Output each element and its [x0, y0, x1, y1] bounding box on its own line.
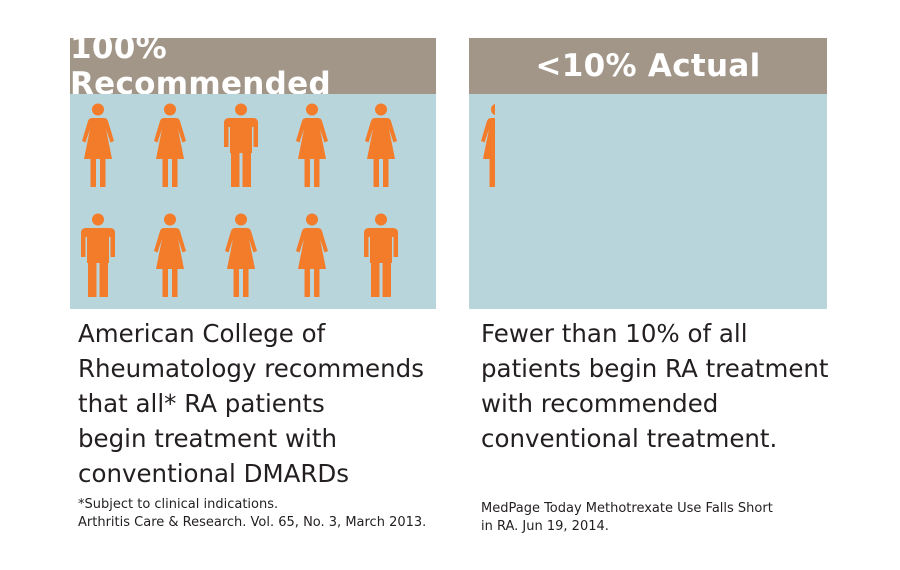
body-line: Rheumatology recommends: [78, 354, 424, 383]
female-icon: [292, 103, 332, 187]
body-line: with recommended: [481, 389, 719, 418]
body-line: patients begin RA treatment: [481, 354, 829, 383]
body-line: begin treatment with: [78, 424, 337, 453]
female-icon: [477, 103, 495, 187]
body-line: conventional treatment.: [481, 424, 778, 453]
female-icon: [150, 103, 190, 187]
footnote-line: MedPage Today Methotrexate Use Falls Sho…: [481, 501, 773, 516]
body-line: American College of: [78, 319, 326, 348]
recommended-panel: 100% Recommended: [70, 30, 436, 309]
female-icon: [150, 213, 190, 297]
female-icon: [221, 213, 261, 297]
actual-panel: <10% Actual: [469, 38, 827, 309]
actual-footnote: MedPage Today Methotrexate Use Falls Sho…: [481, 500, 773, 536]
body-line: Fewer than 10% of all: [481, 319, 748, 348]
actual-header: <10% Actual: [469, 38, 827, 94]
recommended-people-grid: [70, 94, 436, 309]
actual-description: Fewer than 10% of all patients begin RA …: [481, 316, 829, 456]
female-icon: [78, 103, 118, 187]
body-line: that all* RA patients: [78, 389, 325, 418]
body-line: conventional DMARDs: [78, 459, 350, 488]
female-icon: [292, 213, 332, 297]
actual-people-grid: [469, 94, 827, 309]
male-icon: [221, 103, 261, 187]
recommended-footnote: *Subject to clinical indications. Arthri…: [78, 496, 426, 532]
female-icon: [361, 103, 401, 187]
male-icon: [361, 213, 401, 297]
recommended-description: American College of Rheumatology recomme…: [78, 316, 424, 491]
footnote-line: in RA. Jun 19, 2014.: [481, 519, 609, 534]
male-icon: [78, 213, 118, 297]
footnote-line: Arthritis Care & Research. Vol. 65, No. …: [78, 515, 427, 530]
recommended-header: 100% Recommended: [70, 30, 436, 102]
footnote-line: *Subject to clinical indications.: [78, 497, 279, 512]
